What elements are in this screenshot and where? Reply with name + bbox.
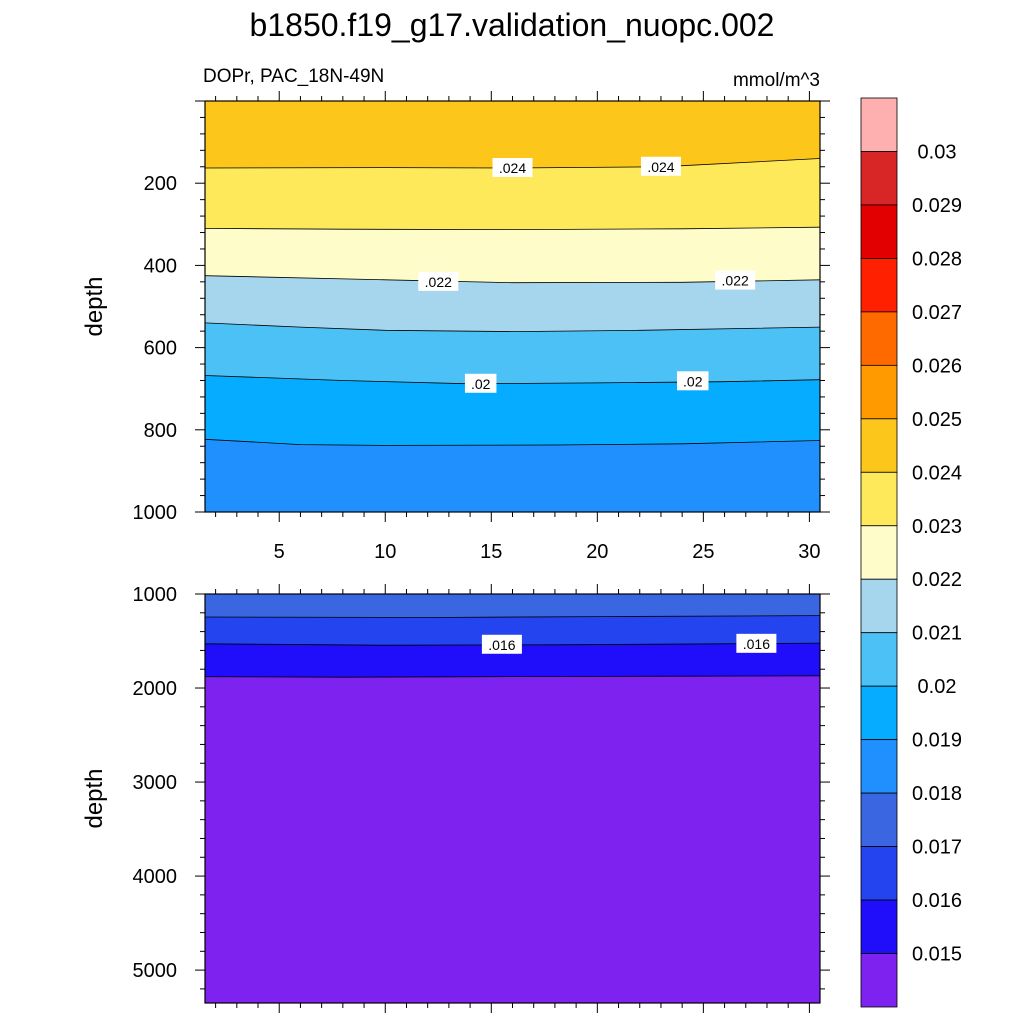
contour-band xyxy=(205,101,820,168)
svg-text:.02: .02 xyxy=(471,376,491,392)
x-tick-label: 10 xyxy=(374,541,396,563)
colorbar-label: 0.029 xyxy=(912,195,962,217)
main-title: b1850.f19_g17.validation_nuopc.002 xyxy=(250,7,775,43)
y-tick-label: 1000 xyxy=(133,584,178,606)
y-tick-label: 2000 xyxy=(133,678,178,700)
contour-line xyxy=(204,226,821,231)
y-tick-label: 200 xyxy=(144,173,177,195)
colorbar-label: 0.016 xyxy=(912,890,962,912)
contour-line-label: .024 xyxy=(492,157,533,177)
colorbar-box xyxy=(860,418,898,473)
contour-line xyxy=(204,375,821,385)
y-tick-label: 600 xyxy=(144,338,177,360)
contour-band xyxy=(205,594,820,618)
colorbar-box xyxy=(860,792,898,847)
contour-band xyxy=(205,158,820,230)
svg-text:.024: .024 xyxy=(499,160,526,176)
y-tick-label: 4000 xyxy=(133,866,178,888)
colorbar-label: 0.015 xyxy=(912,944,962,966)
x-tick-label: 5 xyxy=(274,541,285,563)
contour-line xyxy=(204,615,821,618)
colorbar-label: 0.021 xyxy=(912,623,962,645)
contour-line-label: .016 xyxy=(481,634,522,654)
colorbar-label: 0.019 xyxy=(912,730,962,752)
contour-band xyxy=(205,643,820,678)
colorbar: 0.03 0.029 0.028 0.027 0.026 0.025 0.024 0.023 0… xyxy=(860,97,962,1008)
contour-line-label: .02 xyxy=(677,371,709,391)
colorbar-box xyxy=(860,632,898,687)
colorbar-box xyxy=(860,204,898,259)
contour-line-label: .022 xyxy=(418,271,459,291)
y-tick-label: 3000 xyxy=(133,772,178,794)
units-label: mmol/m^3 xyxy=(733,70,820,91)
colorbar-box xyxy=(860,525,898,580)
y-tick-label: 400 xyxy=(144,255,177,277)
contour-band xyxy=(205,322,820,384)
contour-line xyxy=(204,322,821,333)
colorbar-box xyxy=(860,311,898,366)
colorbar-label: 0.023 xyxy=(912,516,962,538)
colorbar-box xyxy=(860,578,898,634)
y-tick-label: 800 xyxy=(144,420,177,442)
svg-text:.022: .022 xyxy=(425,274,452,290)
svg-text:.016: .016 xyxy=(488,637,515,653)
upper-contour-panel: 5 10 15 20 25 30 200 400 600 800 1000 depth .024 .024… xyxy=(81,91,830,563)
colorbar-box xyxy=(860,685,898,741)
colorbar-box xyxy=(860,258,898,313)
colorbar-box xyxy=(860,846,898,901)
svg-text:.024: .024 xyxy=(647,159,674,175)
colorbar-label: 0.017 xyxy=(912,837,962,859)
colorbar-label: 0.018 xyxy=(912,783,962,805)
colorbar-box xyxy=(860,471,898,527)
colorbar-box xyxy=(860,97,898,152)
colorbar-box xyxy=(860,151,898,206)
x-tick-label: 30 xyxy=(798,541,820,563)
colorbar-label: 0.028 xyxy=(912,248,962,270)
x-tick-label: 15 xyxy=(480,541,502,563)
colorbar-box xyxy=(860,953,898,1008)
contour-line xyxy=(204,438,821,446)
colorbar-label: 0.024 xyxy=(912,462,962,484)
svg-text:.016: .016 xyxy=(743,636,770,652)
y-axis-label: depth xyxy=(81,768,108,828)
svg-text:.022: .022 xyxy=(722,273,749,289)
contour-band xyxy=(205,227,820,283)
colorbar-label: 0.02 xyxy=(918,676,957,698)
colorbar-label: 0.022 xyxy=(912,569,962,591)
colorbar-label: 0.03 xyxy=(918,141,957,163)
x-tick-label: 25 xyxy=(692,541,714,563)
contour-band xyxy=(205,675,820,1003)
x-tick-label: 20 xyxy=(586,541,608,563)
colorbar-label: 0.025 xyxy=(912,409,962,431)
contour-band xyxy=(205,615,820,646)
svg-text:.02: .02 xyxy=(683,373,703,389)
panel-subtitle: DOPr, PAC_18N-49N xyxy=(203,66,384,87)
colorbar-label: 0.026 xyxy=(912,355,962,377)
colorbar-label: 0.027 xyxy=(912,302,962,324)
y-tick-label: 1000 xyxy=(133,502,178,524)
contour-line-label: .022 xyxy=(715,270,756,290)
contour-band xyxy=(205,439,820,512)
contour-line xyxy=(204,675,821,678)
lower-contour-panel: 1000 2000 3000 4000 5000 depth .016 .016 xyxy=(81,584,830,1013)
colorbar-box xyxy=(860,739,898,794)
contour-band xyxy=(205,375,820,446)
y-axis-label: depth xyxy=(81,276,108,336)
y-tick-label: 5000 xyxy=(133,960,178,982)
colorbar-box xyxy=(860,364,898,420)
contour-band xyxy=(205,275,820,332)
colorbar-box xyxy=(860,899,898,954)
contour-line-label: .02 xyxy=(464,373,497,393)
contour-line-label: .016 xyxy=(736,633,777,653)
contour-line-label: .024 xyxy=(640,156,681,176)
